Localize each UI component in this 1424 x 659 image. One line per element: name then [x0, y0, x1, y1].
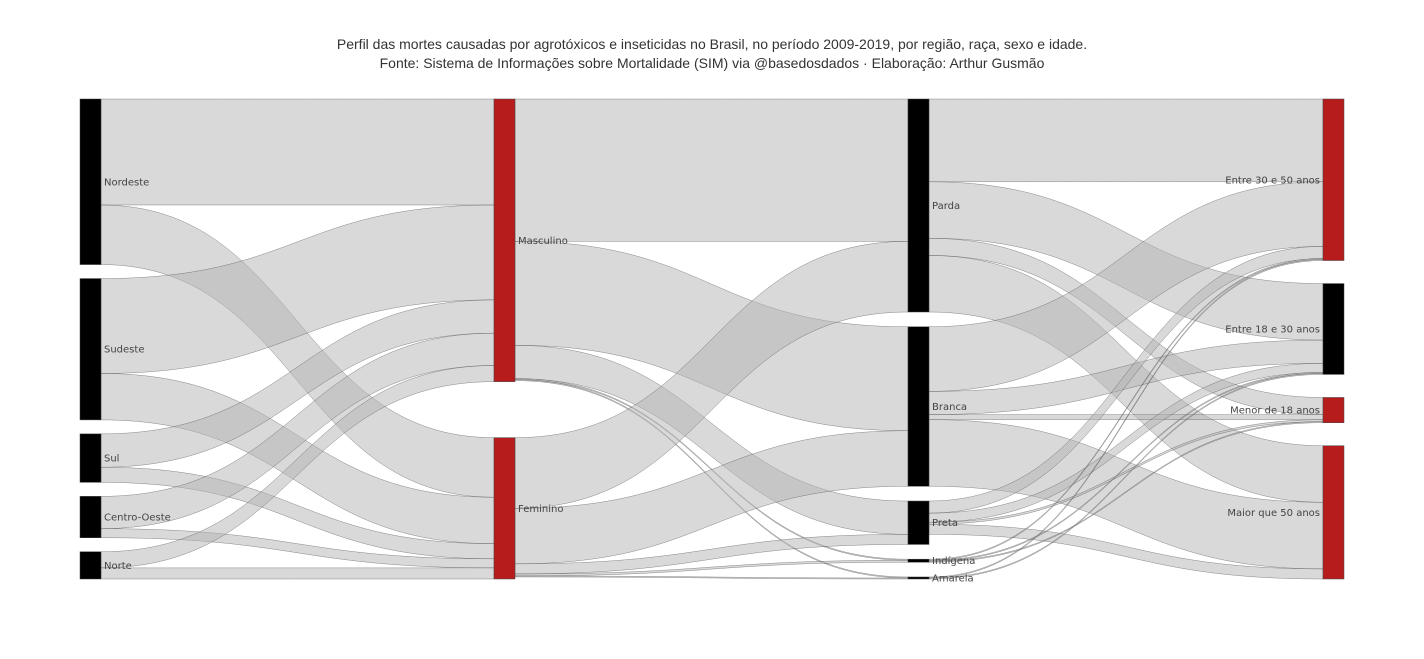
node-layer — [79, 98, 1345, 580]
link-masculino-to-parda[interactable] — [514, 98, 909, 242]
link-parda-to-entre-30-e-50-anos[interactable] — [928, 98, 1324, 183]
chart-title: Perfil das mortes causadas por agrotóxic… — [336, 36, 1088, 52]
node-centro-oeste[interactable] — [79, 496, 102, 538]
node-label-entre-30-e-50-anos: Entre 30 e 50 anos — [1225, 175, 1320, 186]
node-label-maior-que-50-anos: Maior que 50 anos — [1227, 508, 1320, 519]
node-feminino[interactable] — [493, 437, 516, 580]
node-label-centro-oeste: Centro-Oeste — [104, 513, 171, 524]
link-norte-to-feminino[interactable] — [100, 567, 495, 580]
node-label-sul: Sul — [104, 454, 119, 465]
node-sudeste[interactable] — [79, 278, 102, 421]
node-amarela[interactable] — [907, 576, 930, 580]
node-label-entre-18-e-30-anos: Entre 18 e 30 anos — [1225, 324, 1320, 335]
node-label-branca: Branca — [932, 402, 967, 413]
node-label-norte: Norte — [104, 561, 132, 572]
node-nordeste[interactable] — [79, 98, 102, 265]
node-masculino[interactable] — [493, 98, 516, 382]
label-layer: Nordeste Sudeste Sul Centro-Oeste Norte Mascu… — [104, 175, 1320, 584]
node-label-indigena: Indígena — [932, 555, 975, 567]
node-parda[interactable] — [907, 98, 930, 313]
node-entre-30-e-50-anos[interactable] — [1322, 98, 1345, 261]
node-label-menor-de-18-anos: Menor de 18 anos — [1230, 406, 1320, 417]
node-branca[interactable] — [907, 326, 930, 487]
link-feminino-to-amarela[interactable] — [514, 575, 909, 580]
node-preta[interactable] — [907, 500, 930, 545]
node-label-masculino: Masculino — [518, 236, 568, 247]
node-maior-que-50-anos[interactable] — [1322, 445, 1345, 580]
node-indigena[interactable] — [907, 558, 930, 563]
node-label-sudeste: Sudeste — [104, 345, 144, 356]
node-norte[interactable] — [79, 551, 102, 580]
link-layer — [100, 98, 1324, 580]
node-label-nordeste: Nordeste — [104, 177, 149, 188]
node-label-parda: Parda — [932, 201, 960, 212]
chart-subtitle: Fonte: Sistema de Informações sobre Mort… — [379, 55, 1045, 71]
node-label-feminino: Feminino — [518, 504, 563, 515]
node-sul[interactable] — [79, 433, 102, 483]
node-menor-de-18-anos[interactable] — [1322, 397, 1345, 423]
node-entre-18-e-30-anos[interactable] — [1322, 283, 1345, 375]
node-label-amarela: Amarela — [932, 573, 974, 584]
link-nordeste-to-masculino[interactable] — [100, 98, 495, 206]
node-label-preta: Preta — [932, 518, 958, 529]
